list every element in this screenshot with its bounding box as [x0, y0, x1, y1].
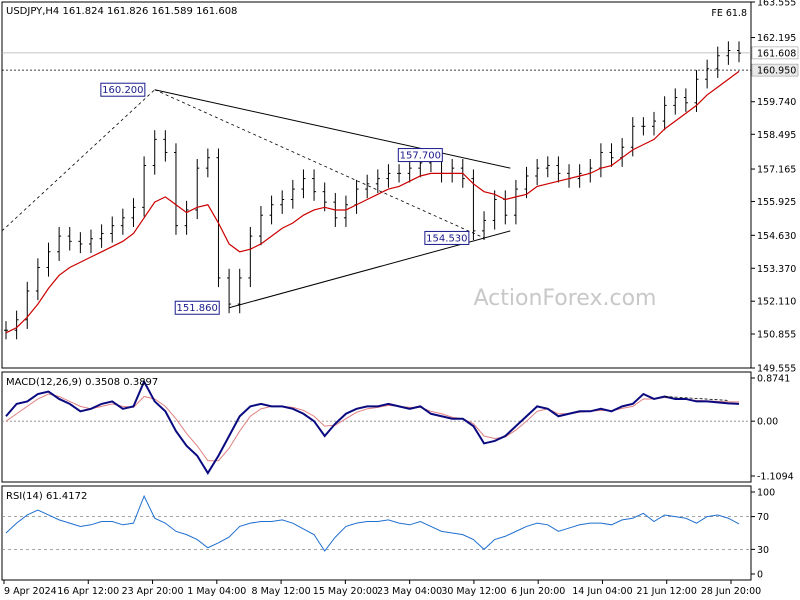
price-tag-box [751, 63, 799, 77]
annotation-box [100, 82, 146, 97]
x-tick-label: 8 May 12:00 [252, 586, 311, 597]
rsi-y-tick-label: 30 [757, 545, 769, 556]
y-tick-label: 159.740 [757, 97, 796, 108]
x-tick-label: 16 Apr 12:00 [57, 586, 119, 597]
y-tick-label: 161.608 [757, 48, 796, 59]
macd-y-tick-label: -1.1094 [757, 472, 794, 483]
moving-average-line [5, 70, 740, 334]
x-tick-label: 1 May 04:00 [187, 586, 246, 597]
price-header: USDJPY,H4 161.824 161.826 161.589 161.60… [6, 6, 237, 17]
x-tick-label: 30 May 12:00 [441, 586, 506, 597]
y-tick-label: 163.555 [757, 0, 796, 9]
macd-y-tick-label: 0.00 [757, 417, 778, 428]
upper-trendline [154, 89, 511, 169]
y-tick-label: 162.195 [757, 33, 796, 44]
x-tick-label: 14 Jun 04:00 [572, 586, 632, 597]
macd-divergence-line [664, 396, 729, 401]
price-panel-frame [1, 1, 752, 369]
fe-label: FE 61.8 [711, 8, 747, 19]
y-tick-label: 155.925 [757, 197, 796, 208]
rsi-y-tick-label: 100 [757, 488, 775, 499]
projection-line-2 [154, 89, 485, 239]
watermark-text: ActionForex.com [474, 286, 657, 311]
projection-line-1 [1, 89, 155, 232]
rsi-line [5, 494, 740, 552]
y-tick-label: 149.555 [757, 364, 796, 375]
macd-y-tick-label: 0.8741 [757, 374, 790, 385]
y-tick-label: 153.370 [757, 264, 796, 275]
rsi-y-tick-label: 70 [757, 512, 769, 523]
y-tick-label: 152.110 [757, 297, 796, 308]
y-tick-label: 150.855 [757, 330, 796, 341]
macd-header: MACD(12,26,9) 0.3508 0.3897 [6, 377, 158, 388]
rsi-header: RSI(14) 61.4172 [6, 491, 87, 502]
x-tick-label: 23 Apr 20:00 [122, 586, 184, 597]
x-tick-label: 21 Jun 12:00 [637, 586, 697, 597]
y-tick-label: 158.495 [757, 130, 796, 141]
rsi-panel-frame [1, 485, 752, 581]
y-tick-label: 160.950 [757, 66, 796, 77]
annotation-label: 151.860 [177, 303, 218, 314]
macd-panel-frame [1, 371, 752, 483]
annotation-box [397, 148, 443, 163]
y-tick-label: 154.630 [757, 231, 796, 242]
y-tick-label: 157.165 [757, 165, 796, 176]
annotation-label: 157.700 [400, 151, 441, 162]
x-tick-label: 9 Apr 2024 [4, 586, 57, 597]
macd-line [5, 379, 740, 475]
price-tag-box [751, 46, 799, 60]
annotation-label: 160.200 [102, 85, 143, 96]
annotation-box [424, 230, 470, 245]
x-tick-label: 23 May 04:00 [377, 586, 442, 597]
annotation-box [174, 300, 220, 315]
annotation-label: 154.530 [426, 233, 467, 244]
x-tick-label: 15 May 20:00 [313, 586, 378, 597]
rsi-y-tick-label: 0 [757, 570, 763, 581]
x-tick-label: 6 Jun 20:00 [511, 586, 565, 597]
x-tick-label: 28 Jun 20:00 [701, 586, 761, 597]
